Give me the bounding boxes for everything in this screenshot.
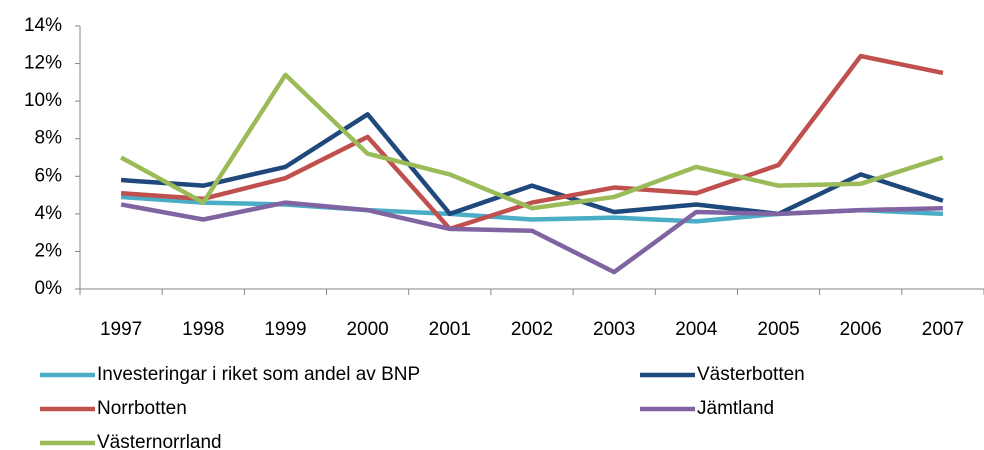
legend-label: Västernorrland (97, 432, 222, 450)
x-tick-label: 2000 (346, 319, 388, 340)
y-tick-label: 2% (35, 240, 63, 261)
y-tick-label: 4% (35, 203, 63, 224)
y-tick-label: 14% (24, 15, 62, 36)
x-tick-label: 2001 (429, 319, 471, 340)
x-tick-label: 2007 (922, 319, 964, 340)
series-line (120, 200, 943, 275)
series-line (120, 53, 944, 232)
y-tick-label: 0% (35, 278, 63, 299)
legend-label: Investeringar i riket som andel av BNP (97, 364, 420, 385)
series-line (120, 112, 944, 217)
x-tick-label: 1998 (182, 319, 224, 340)
series-line (120, 72, 944, 211)
legend-label: Jämtland (697, 398, 774, 419)
x-tick-label: 2006 (840, 319, 882, 340)
x-tick-label: 2005 (757, 319, 799, 340)
x-tick-label: 1999 (264, 319, 306, 340)
legend-label: Norrbotten (97, 398, 187, 419)
x-tick-label: 1997 (100, 319, 142, 340)
y-tick-label: 6% (35, 165, 63, 186)
y-tick-label: 10% (24, 90, 62, 111)
y-tick-label: 8% (35, 128, 63, 149)
x-tick-label: 2004 (675, 319, 718, 340)
x-tick-label: 2003 (593, 319, 635, 340)
x-tick-label: 2002 (511, 319, 553, 340)
legend-label: Västerbotten (697, 364, 805, 385)
y-tick-label: 12% (24, 53, 62, 74)
